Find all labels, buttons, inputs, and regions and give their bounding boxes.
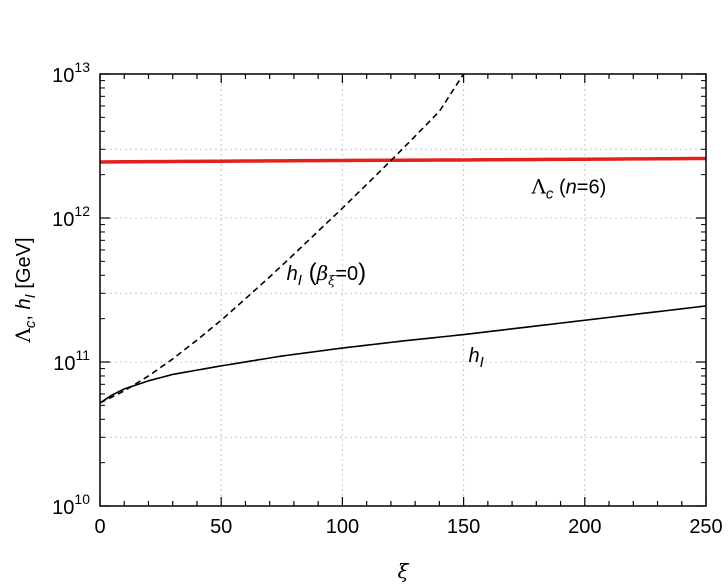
- x-tick-label: 50: [210, 516, 232, 538]
- x-tick-label: 250: [689, 516, 722, 538]
- x-axis-label: ξ: [397, 559, 409, 583]
- series-line--c-n-6-: [99, 156, 707, 164]
- annotation-lambda-c: Λc (n=6): [530, 174, 606, 202]
- grid: [100, 74, 706, 506]
- annotation-hi: hI: [468, 345, 483, 371]
- y-tick-label: 1011: [53, 347, 90, 375]
- ticks: [99, 73, 707, 507]
- series-line-hi-0-: [99, 73, 465, 404]
- y-tick-label: 1010: [52, 491, 90, 519]
- y-axis-label: Λc, hI [GeV]: [11, 237, 39, 343]
- y-tick-label: 1013: [52, 59, 90, 87]
- x-tick-label: 150: [447, 516, 480, 538]
- plot-frame: [99, 73, 707, 507]
- y-tick-labels: 1010 1011 1012 1013: [52, 59, 90, 519]
- x-tick-labels: 0 50 100 150 200 250: [94, 516, 722, 538]
- x-tick-label: 0: [94, 516, 105, 538]
- series-line-hi: [99, 305, 707, 404]
- annotation-hi-beta-zero: hI (βξ=0): [287, 259, 367, 289]
- x-tick-label: 100: [326, 516, 359, 538]
- series-group: [99, 73, 707, 404]
- y-tick-label: 1012: [52, 203, 90, 231]
- x-tick-label: 200: [568, 516, 601, 538]
